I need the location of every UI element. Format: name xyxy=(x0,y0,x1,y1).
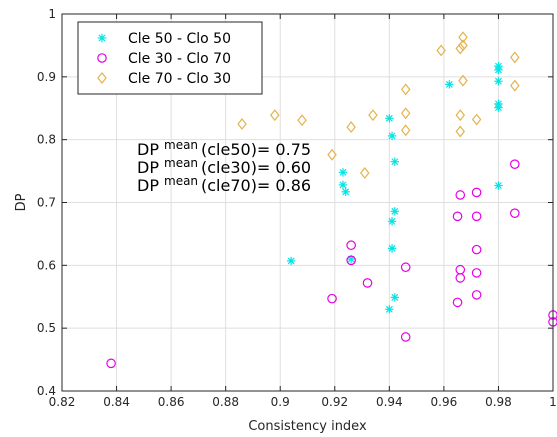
data-point xyxy=(458,39,468,52)
data-point xyxy=(286,256,296,266)
data-points xyxy=(106,31,557,369)
data-point xyxy=(400,124,411,137)
data-point xyxy=(455,125,466,138)
series-3 xyxy=(237,31,520,179)
data-point xyxy=(436,44,446,57)
data-point xyxy=(400,332,411,342)
x-tick-label: 0.82 xyxy=(49,395,76,409)
legend-entry-label: Cle 30 - Clo 70 xyxy=(128,51,231,67)
annotation-value: (cle30)= 0.60 xyxy=(201,158,311,177)
data-point xyxy=(387,244,397,253)
data-point xyxy=(327,148,337,161)
data-point xyxy=(471,211,482,222)
data-point xyxy=(510,79,520,92)
data-point xyxy=(346,240,356,251)
annotation-superscript: mean xyxy=(164,138,198,152)
annotation-value: (cle50)= 0.75 xyxy=(201,140,311,159)
data-point xyxy=(346,255,356,266)
data-point xyxy=(237,117,247,130)
data-point xyxy=(510,208,520,218)
y-tick-label: 0.8 xyxy=(37,133,56,147)
data-point xyxy=(400,83,411,96)
data-point xyxy=(494,181,503,190)
x-tick-label: 1 xyxy=(549,395,557,409)
data-point xyxy=(471,244,482,255)
data-point xyxy=(338,180,348,190)
data-point xyxy=(106,358,116,369)
y-tick-label: 1 xyxy=(48,7,56,21)
x-tick-label: 0.92 xyxy=(321,395,348,409)
legend-entry-label: Cle 50 - Clo 50 xyxy=(128,31,231,47)
data-point xyxy=(390,207,399,216)
axis-ticks: 0.82 0.84 0.86 0.88 0.9 0.92 0.94 0.96 0.98 1 0.4 0… xyxy=(37,7,557,409)
data-point xyxy=(385,114,394,123)
x-tick-label: 0.84 xyxy=(103,395,130,409)
data-point xyxy=(341,187,350,197)
data-point xyxy=(455,273,466,283)
legend-marker xyxy=(97,33,107,43)
data-point xyxy=(327,293,337,304)
annotation-base: DP xyxy=(137,158,159,177)
data-point xyxy=(390,293,399,302)
data-point xyxy=(362,278,373,288)
data-point xyxy=(452,297,463,308)
data-point xyxy=(400,262,411,273)
data-point xyxy=(458,31,468,44)
legend-box xyxy=(77,21,263,95)
annotation-superscript: mean xyxy=(164,156,198,170)
data-point xyxy=(510,159,520,169)
x-tick-label: 0.9 xyxy=(271,395,290,409)
annotation-base: DP xyxy=(137,140,159,159)
data-point xyxy=(494,103,503,112)
legend-marker xyxy=(97,53,107,63)
data-point xyxy=(494,65,503,75)
data-point xyxy=(400,107,411,120)
y-tick-label: 0.4 xyxy=(37,384,56,398)
data-point xyxy=(455,190,466,200)
data-point xyxy=(387,131,397,141)
data-point xyxy=(368,109,378,122)
data-point xyxy=(510,51,520,64)
legend-entry-label: Cle 70 - Clo 30 xyxy=(128,71,231,87)
data-point xyxy=(360,167,370,179)
annotation-value: (cle70)= 0.86 xyxy=(201,176,311,195)
data-point xyxy=(471,290,482,300)
x-tick-label: 0.94 xyxy=(376,395,403,409)
data-point xyxy=(455,42,466,55)
y-tick-label: 0.9 xyxy=(37,70,56,84)
data-point xyxy=(494,77,503,86)
annotation-base: DP xyxy=(137,176,159,195)
data-point xyxy=(471,268,482,278)
x-tick-label: 0.98 xyxy=(485,395,512,409)
data-point xyxy=(452,211,463,222)
data-point xyxy=(387,217,397,226)
data-point xyxy=(390,157,399,166)
data-point xyxy=(471,187,482,198)
data-point xyxy=(269,109,280,122)
data-point xyxy=(445,80,454,89)
x-axis-label: Consistency index xyxy=(248,419,367,434)
series-1 xyxy=(286,61,503,314)
x-tick-label: 0.86 xyxy=(158,395,185,409)
x-tick-label: 0.88 xyxy=(212,395,239,409)
legend-marker xyxy=(97,72,107,84)
x-tick-label: 0.96 xyxy=(431,395,458,409)
data-point xyxy=(346,121,356,134)
y-axis-label: DP xyxy=(14,193,29,211)
legend: Cle 50 - Clo 50 Cle 30 - Clo 70 Cle 70 - C… xyxy=(77,21,263,95)
data-point xyxy=(338,168,348,177)
data-point xyxy=(455,109,466,122)
data-point xyxy=(297,114,307,127)
data-point xyxy=(385,305,394,314)
y-tick-label: 0.6 xyxy=(37,258,56,272)
annotation-superscript: mean xyxy=(164,174,198,188)
y-tick-label: 0.7 xyxy=(37,196,56,210)
data-point xyxy=(458,74,468,87)
data-point xyxy=(471,113,482,126)
y-tick-label: 0.5 xyxy=(37,321,56,335)
